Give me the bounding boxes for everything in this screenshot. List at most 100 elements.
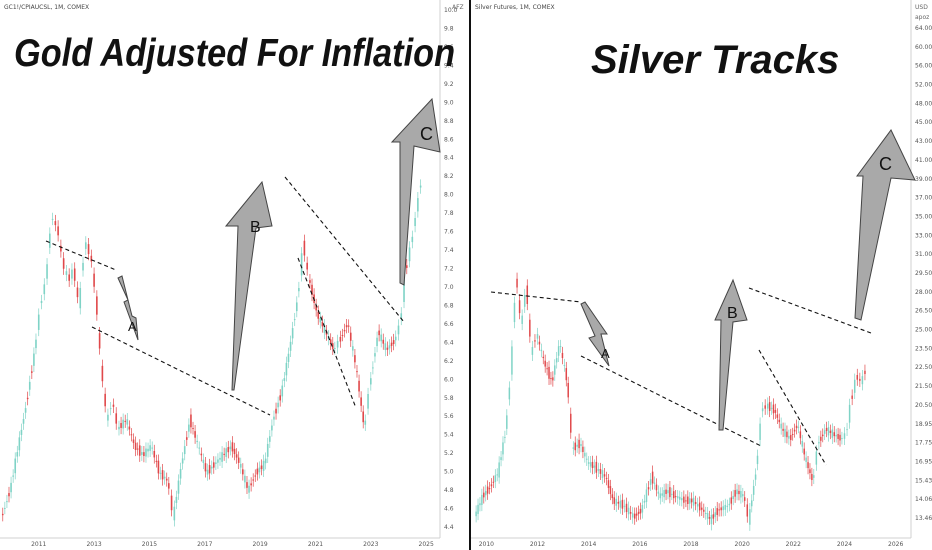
candle-up	[323, 325, 326, 333]
candle-up	[692, 497, 695, 506]
x-tick-label: 2026	[888, 541, 903, 548]
candle-down	[486, 486, 489, 494]
y-tick-label: 56.000	[915, 63, 932, 70]
candle-down	[104, 393, 106, 407]
y-tick-label: 13.460	[915, 515, 932, 522]
y-tick-label: 7.0	[444, 284, 454, 291]
candle-up	[627, 507, 630, 515]
candle-down	[718, 509, 720, 511]
candle-up	[273, 416, 275, 420]
candle-down	[639, 508, 642, 514]
candle-down	[625, 503, 628, 513]
y-tick-label: 18.950	[915, 421, 932, 428]
candle-down	[837, 434, 839, 439]
candle-down	[256, 468, 259, 475]
y-tick-label: 25.000	[915, 327, 932, 334]
trend-line	[748, 287, 872, 334]
candle-up	[576, 444, 578, 447]
candle-up	[163, 476, 166, 479]
candle-down	[716, 508, 718, 515]
label-a: A	[128, 319, 137, 334]
candle-up	[291, 328, 294, 339]
candle-down	[200, 453, 203, 456]
candle-up	[494, 475, 497, 482]
candle-down	[690, 498, 693, 503]
candle-up	[502, 442, 504, 455]
candle-up	[557, 346, 560, 356]
candle-up	[659, 493, 662, 499]
candle-down	[674, 496, 677, 498]
candle-down	[776, 414, 779, 418]
candle-down	[345, 325, 348, 328]
trend-line	[45, 240, 117, 271]
candle-up	[109, 408, 112, 410]
y-tick-label: 7.4	[444, 247, 454, 254]
candle-up	[770, 407, 773, 409]
candle-down	[856, 375, 859, 380]
candle-up	[631, 513, 634, 518]
right-chart-svg: 13.460 14.060 15.430 16.950 17.750 18.950 20.5…	[471, 0, 932, 548]
candle-down	[93, 273, 95, 287]
candle-down	[227, 447, 230, 453]
candle-up	[215, 462, 217, 464]
candle-up	[780, 423, 782, 429]
candle-up	[175, 496, 178, 503]
candle-up	[289, 341, 292, 351]
y-tick-label: 9.2	[444, 81, 454, 88]
candle-up	[183, 446, 186, 455]
candle-up	[649, 479, 652, 485]
y-tick-label: 5.4	[444, 432, 454, 439]
candle-up	[84, 242, 87, 249]
candle-up	[484, 490, 487, 496]
candle-up	[555, 358, 558, 363]
candle-up	[831, 429, 834, 438]
candle-up	[597, 468, 600, 471]
y-tick-label: 7.6	[444, 229, 454, 236]
x-tick-label: 2019	[252, 541, 267, 548]
candle-down	[73, 268, 76, 281]
candle-up	[848, 404, 851, 423]
label-a: A	[601, 346, 610, 361]
candle-down	[90, 255, 93, 262]
y-tick-label: 31.000	[915, 251, 932, 258]
candle-up	[258, 467, 261, 473]
candle-down	[26, 397, 29, 400]
candle-down	[356, 371, 358, 373]
candle-down	[358, 380, 360, 392]
candle-down	[237, 457, 240, 463]
candle-up	[504, 436, 506, 438]
y-tick-label: 28.000	[915, 289, 932, 296]
candle-up	[827, 427, 830, 436]
candle-down	[68, 274, 70, 281]
candle-down	[143, 452, 145, 457]
candle-down	[550, 378, 552, 380]
candle-up	[248, 485, 250, 493]
candle-down	[132, 439, 135, 443]
candle-up	[726, 505, 729, 507]
candle-down	[161, 470, 164, 480]
y-tick-label: 48.000	[915, 100, 932, 107]
candle-up	[752, 485, 755, 495]
candle-up	[46, 264, 48, 279]
candle-down	[362, 411, 365, 423]
y-tick-label: 6.6	[444, 321, 454, 328]
candle-up	[724, 504, 727, 510]
candle-up	[12, 475, 14, 477]
candle-down	[31, 371, 33, 373]
right-chart-header: Silver Futures, 1M, COMEX	[475, 4, 555, 11]
arrow-b	[224, 180, 273, 391]
candle-down	[685, 500, 687, 502]
candle-up	[266, 443, 269, 457]
candle-up	[559, 346, 562, 348]
candle-down	[317, 311, 320, 319]
candle-up	[43, 284, 46, 295]
candle-down	[825, 427, 828, 431]
candle-up	[589, 462, 592, 467]
y-tick-label: 37.000	[915, 195, 932, 202]
candle-down	[165, 478, 168, 481]
trend-line	[758, 349, 827, 466]
candle-up	[149, 445, 151, 451]
candle-up	[179, 468, 182, 479]
candle-up	[805, 457, 807, 462]
candle-down	[60, 245, 62, 252]
